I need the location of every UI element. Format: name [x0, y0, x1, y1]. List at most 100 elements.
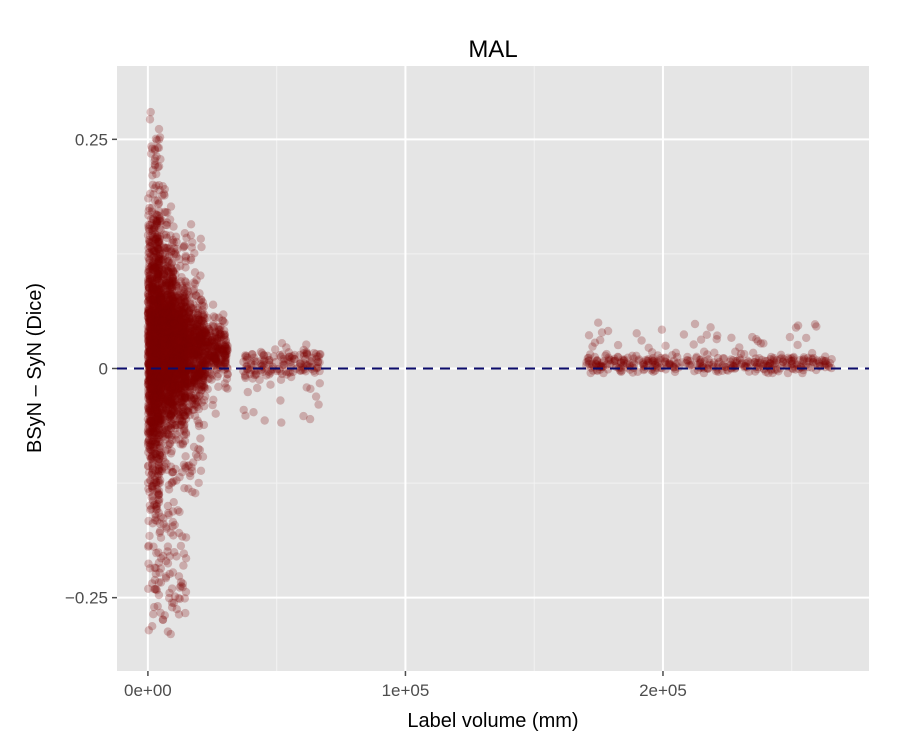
data-point	[147, 274, 156, 283]
data-point	[152, 355, 162, 364]
data-point	[150, 184, 159, 193]
data-point	[149, 247, 158, 256]
data-point	[155, 304, 164, 313]
data-point	[155, 375, 164, 384]
data-point	[148, 446, 157, 456]
data-point	[150, 196, 160, 205]
data-point	[150, 431, 160, 440]
data-point	[154, 211, 164, 221]
data-point	[154, 294, 164, 303]
data-point	[145, 348, 155, 357]
data-point	[154, 344, 163, 353]
data-point	[152, 327, 162, 336]
data-point	[150, 289, 159, 298]
data-point	[148, 324, 158, 333]
data-point	[153, 322, 162, 332]
data-point	[221, 383, 230, 392]
data-point	[149, 304, 158, 313]
data-point	[148, 407, 157, 417]
data-point	[153, 238, 163, 247]
data-point	[145, 423, 154, 432]
data-point	[155, 224, 164, 233]
data-point	[172, 552, 181, 561]
data-point	[144, 391, 153, 400]
data-point	[144, 330, 153, 339]
data-point	[144, 369, 153, 379]
data-point	[146, 345, 155, 354]
data-point	[151, 255, 160, 264]
data-point	[149, 296, 159, 305]
data-point	[145, 238, 155, 248]
data-point	[584, 331, 594, 340]
data-point	[155, 245, 164, 255]
data-point	[144, 290, 153, 299]
data-point	[154, 486, 164, 496]
data-point	[153, 298, 162, 307]
data-point	[150, 144, 159, 153]
data-point	[147, 353, 156, 362]
data-point	[148, 393, 157, 402]
data-point	[147, 369, 156, 378]
data-point	[153, 272, 162, 281]
data-point	[146, 416, 155, 426]
data-point	[149, 423, 158, 433]
data-point	[154, 322, 163, 331]
data-point	[155, 359, 165, 368]
data-point	[151, 412, 160, 421]
data-point	[153, 266, 162, 276]
data-point	[146, 295, 155, 304]
data-point	[154, 421, 163, 430]
data-point	[161, 435, 170, 444]
data-point	[147, 452, 156, 461]
data-point	[151, 324, 160, 334]
data-point	[148, 412, 157, 422]
data-point	[150, 472, 159, 481]
data-point	[154, 257, 163, 267]
data-point	[148, 481, 157, 491]
data-point	[147, 306, 157, 316]
data-point	[152, 260, 161, 270]
data-point	[156, 419, 165, 428]
data-point	[145, 336, 154, 345]
data-point	[150, 224, 159, 233]
data-point	[152, 376, 161, 385]
data-point	[689, 340, 698, 349]
data-point	[149, 344, 158, 353]
data-point	[146, 149, 156, 158]
data-point	[144, 349, 154, 358]
data-point	[147, 349, 156, 358]
data-point	[148, 284, 158, 293]
data-point	[152, 210, 161, 219]
data-point	[144, 194, 153, 203]
data-point	[152, 440, 161, 449]
data-point	[156, 344, 165, 353]
data-point	[149, 327, 158, 336]
data-point	[150, 359, 159, 369]
data-point	[175, 583, 184, 592]
data-point	[148, 371, 157, 380]
data-point	[153, 388, 162, 397]
data-point	[152, 372, 161, 381]
data-point	[154, 409, 163, 419]
data-point	[147, 246, 157, 255]
data-point	[145, 501, 155, 510]
data-point	[148, 331, 158, 341]
data-point	[148, 492, 157, 501]
data-point	[151, 388, 160, 398]
data-point	[146, 358, 155, 368]
data-point	[166, 528, 175, 537]
data-point	[147, 283, 157, 292]
data-point	[151, 370, 160, 379]
data-point	[151, 309, 161, 319]
data-point	[147, 318, 157, 327]
data-point	[145, 295, 155, 305]
data-point	[147, 314, 156, 324]
data-point	[155, 367, 164, 376]
data-point	[154, 200, 163, 209]
data-point	[243, 365, 252, 374]
data-point	[154, 342, 164, 352]
data-point	[149, 348, 158, 357]
data-point	[145, 403, 155, 413]
data-point	[147, 224, 156, 233]
data-point	[155, 303, 165, 312]
